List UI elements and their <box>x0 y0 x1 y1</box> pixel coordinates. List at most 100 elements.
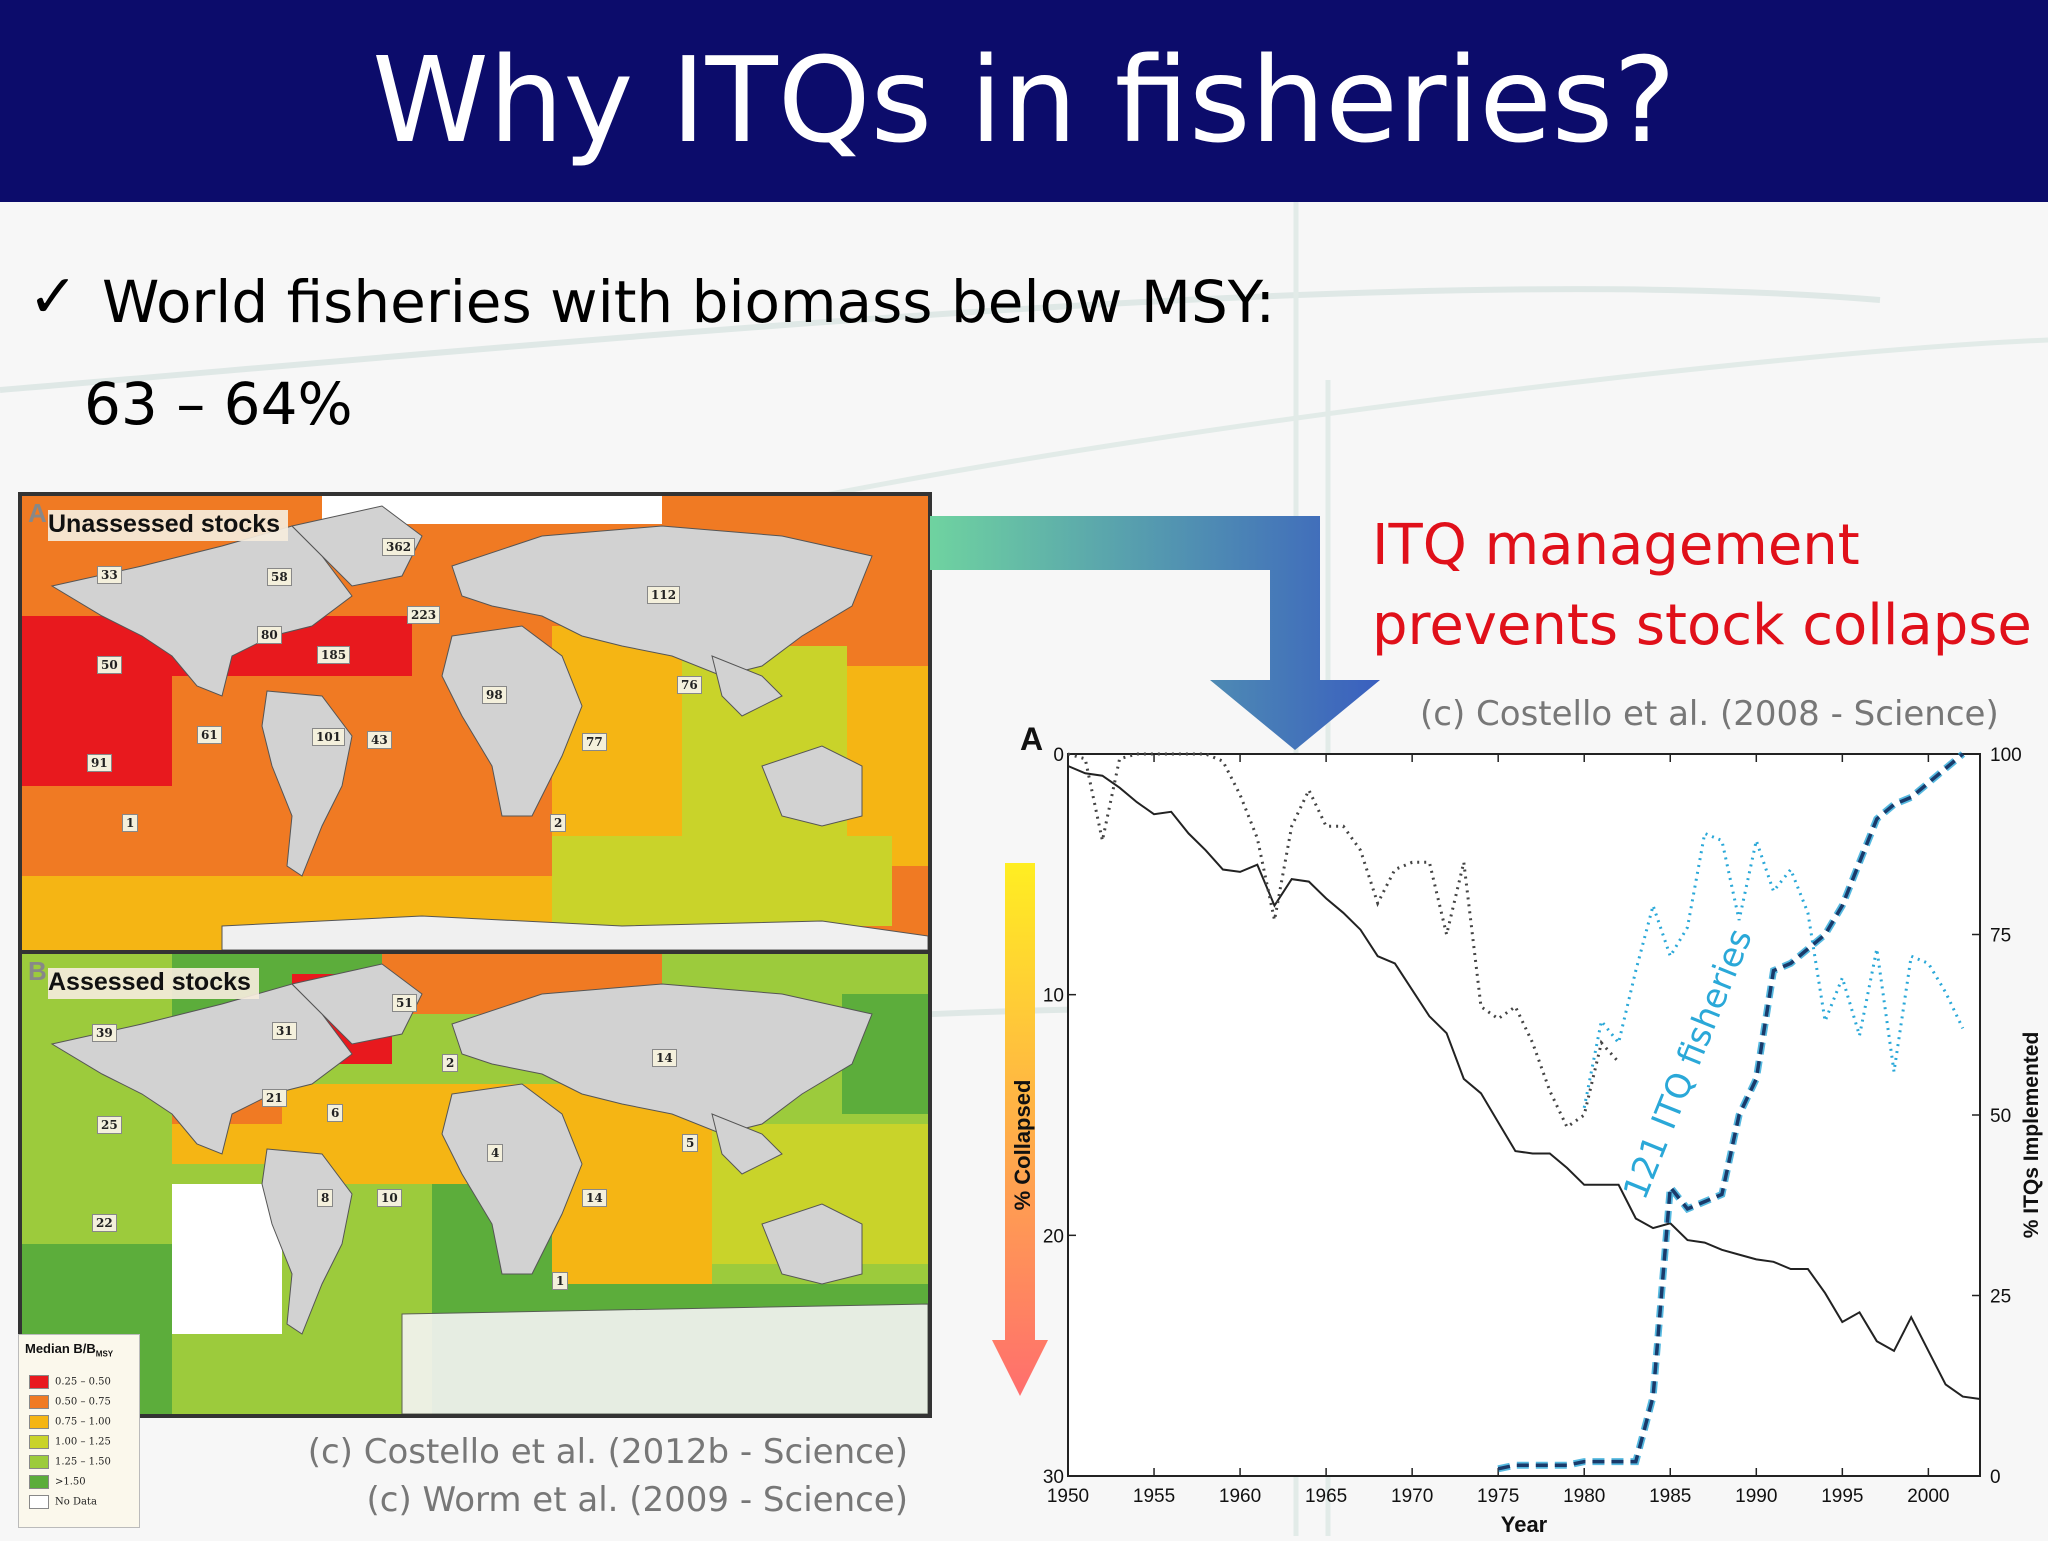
world-map-unassessed <box>22 496 928 950</box>
map-b-region-count: 10 <box>377 1189 402 1207</box>
map-a-region-count: 1 <box>122 814 139 832</box>
map-a-region-count: 112 <box>647 586 681 604</box>
y-right-tick-label: 100 <box>1990 745 2022 766</box>
x-tick-label: 1985 <box>1649 1486 1691 1507</box>
y-left-tick-label: 0 <box>1053 745 1064 766</box>
map-b-region-count: 39 <box>92 1024 117 1042</box>
map-a-region-count: 101 <box>312 728 346 746</box>
map-panel-assessed: B Assessed stocks 39 51 31 2 14 21 6 25 8 10 4 14 5 2… <box>18 950 932 1418</box>
map-b-region-count: 2 <box>442 1054 459 1072</box>
legend-swatch <box>29 1395 49 1409</box>
legend-label: 1.00 – 1.25 <box>55 1436 111 1448</box>
x-tick-label: 1955 <box>1133 1486 1175 1507</box>
map-b-region-count: 5 <box>682 1134 699 1152</box>
legend-item: No Data <box>29 1495 97 1509</box>
chart-panel-letter: A <box>1020 721 1043 757</box>
panel-letter-a: A <box>28 498 47 528</box>
legend-item: 0.25 – 0.50 <box>29 1375 111 1389</box>
x-tick-label: 1995 <box>1821 1486 1863 1507</box>
x-tick-label: 1980 <box>1563 1486 1605 1507</box>
map-a-region-count: 43 <box>367 731 392 749</box>
y-right-tick-label: 25 <box>1990 1287 2011 1308</box>
y-right-tick-label: 50 <box>1990 1106 2011 1127</box>
itq-heading-line2: prevents stock collapse <box>1372 593 2032 658</box>
map-a-region-count: 80 <box>257 626 282 644</box>
panel-label-unassessed: Unassessed stocks <box>48 510 289 541</box>
map-a-region-count: 76 <box>677 676 702 694</box>
legend-swatch <box>29 1435 49 1449</box>
legend-item: 0.75 – 1.00 <box>29 1415 111 1429</box>
map-b-region-count: 1 <box>552 1272 569 1290</box>
map-b-region-count: 14 <box>652 1049 677 1067</box>
legend-item: 0.50 – 0.75 <box>29 1395 111 1409</box>
map-a-region-count: 98 <box>482 686 507 704</box>
x-tick-label: 1965 <box>1305 1486 1347 1507</box>
y-right-tick-label: 75 <box>1990 926 2011 947</box>
chart-area: 1950 1955 1960 1965 1970 1975 1980 1985 1990 1995… <box>990 720 2048 1537</box>
legend-swatch <box>29 1375 49 1389</box>
itq-heading-line1: ITQ management <box>1372 513 1860 578</box>
plot-frame <box>1067 753 1981 1477</box>
map-b-region-count: 51 <box>392 994 417 1012</box>
x-tick-label: 1960 <box>1219 1486 1261 1507</box>
flow-arrow <box>930 516 1380 750</box>
collapse-itq-chart: 1950 1955 1960 1965 1970 1975 1980 1985 1990 1995… <box>992 721 2043 1537</box>
y-right-axis-label: % ITQs Implemented <box>2020 1032 2043 1239</box>
legend-item: 1.00 – 1.25 <box>29 1435 111 1449</box>
x-axis-label: Year <box>1501 1512 1548 1536</box>
credit-worm: (c) Worm et al. (2009 - Science) <box>366 1480 908 1520</box>
x-tick-label: 1990 <box>1735 1486 1777 1507</box>
map-b-region-count: 25 <box>97 1116 122 1134</box>
panel-label-assessed: Assessed stocks <box>48 968 259 999</box>
x-tick-label: 2000 <box>1907 1486 1949 1507</box>
legend-swatch <box>29 1475 49 1489</box>
legend-label: No Data <box>55 1496 97 1508</box>
series-line-0 <box>1067 765 1981 1400</box>
legend-item: >1.50 <box>29 1475 86 1489</box>
collapsed-gradient-arrow <box>992 863 1048 1396</box>
map-b-region-count: 22 <box>92 1214 117 1232</box>
map-a-region-count: 362 <box>382 538 416 556</box>
world-map-assessed <box>22 954 928 1414</box>
map-a-region-count: 2 <box>550 814 567 832</box>
legend-swatch <box>29 1495 49 1509</box>
panel-letter-b: B <box>28 956 47 986</box>
map-b-region-count: 14 <box>582 1189 607 1207</box>
map-legend: Median B/BMSY 0.25 – 0.50 0.50 – 0.75 0.75… <box>18 1334 140 1528</box>
map-a-region-count: 91 <box>87 754 112 772</box>
x-tick-label: 1950 <box>1047 1486 1089 1507</box>
bullet-text: World fisheries with biomass below MSY: <box>102 268 1276 336</box>
bullet-value: 63 – 64% <box>84 370 353 438</box>
title-bar <box>0 0 2048 202</box>
y-left-tick-label: 10 <box>1043 986 1064 1007</box>
map-a-region-count: 61 <box>197 726 222 744</box>
map-b-region-count: 21 <box>262 1089 287 1107</box>
itq-heading: ITQ management prevents stock collapse <box>1372 506 2032 666</box>
credit-costello-2012: (c) Costello et al. (2012b - Science) <box>307 1432 908 1472</box>
map-b-region-count: 31 <box>272 1022 297 1040</box>
map-a-region-count: 50 <box>97 656 122 674</box>
map-b-region-count: 6 <box>327 1104 344 1122</box>
credit-costello-2008: (c) Costello et al. (2008 - Science) <box>1420 694 1999 734</box>
map-b-region-count: 8 <box>317 1189 334 1207</box>
legend-label: 0.75 – 1.00 <box>55 1416 111 1428</box>
series-line-1 <box>1067 752 1620 1130</box>
y-right-tick-label: 0 <box>1990 1467 2001 1488</box>
map-a-region-count: 33 <box>97 566 122 584</box>
legend-title: Median B/BMSY <box>25 1341 114 1359</box>
x-tick-label: 1970 <box>1391 1486 1433 1507</box>
legend-label: 0.25 – 0.50 <box>55 1376 111 1388</box>
legend-label: 0.50 – 0.75 <box>55 1396 111 1408</box>
legend-label: >1.50 <box>55 1476 86 1488</box>
checkmark-icon: ✓ <box>28 262 79 332</box>
y-left-tick-label: 30 <box>1043 1467 1064 1488</box>
y-left-tick-label: 20 <box>1043 1226 1064 1247</box>
legend-label: 1.25 – 1.50 <box>55 1456 111 1468</box>
map-a-region-count: 58 <box>267 568 292 586</box>
series-line-3 <box>1497 752 1964 1471</box>
legend-item: 1.25 – 1.50 <box>29 1455 111 1469</box>
x-tick-label: 1975 <box>1477 1486 1519 1507</box>
map-a-region-count: 185 <box>317 646 351 664</box>
map-panel-unassessed: A Unassessed stocks 33 362 58 80 50 185 223 112… <box>18 492 932 954</box>
legend-swatch <box>29 1455 49 1469</box>
